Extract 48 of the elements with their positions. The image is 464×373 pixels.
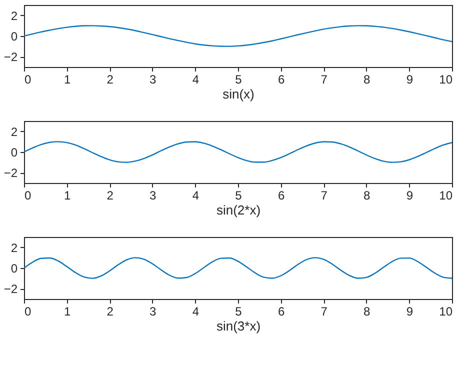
- x-tick-label: 0: [24, 304, 32, 318]
- x-tick-label: 0: [24, 72, 32, 86]
- line-series: [24, 25, 452, 47]
- x-tick-label: 5: [235, 72, 242, 86]
- x-tick-label: 6: [278, 304, 285, 318]
- x-tick-label: 7: [320, 72, 328, 86]
- x-tick-label: 8: [364, 304, 371, 318]
- x-tick-label: 4: [192, 304, 200, 318]
- x-tick-label: 10: [439, 72, 453, 86]
- x-tick-label: 10: [439, 304, 453, 318]
- x-tick-label: 2: [106, 304, 114, 318]
- x-tick-label: 6: [278, 72, 285, 86]
- y-tick-label: 0: [10, 262, 18, 276]
- line-series: [24, 257, 452, 279]
- x-tick-label: 2: [106, 72, 114, 86]
- x-tick-label: 9: [406, 188, 414, 202]
- line-series: [24, 141, 452, 163]
- x-tick-label: 9: [406, 304, 414, 318]
- y-tick-label: −2: [4, 282, 18, 296]
- x-tick-label: 1: [64, 188, 71, 202]
- x-tick-label: 7: [320, 304, 328, 318]
- x-tick-label: 8: [364, 188, 371, 202]
- x-tick-label: 2: [106, 188, 114, 202]
- x-tick-label: 8: [364, 72, 371, 86]
- x-tick-label: 3: [150, 188, 157, 202]
- x-axis-title: sin(3*x): [216, 318, 261, 334]
- x-tick-label: 1: [64, 72, 71, 86]
- x-tick-label: 10: [439, 188, 453, 202]
- x-tick-label: 5: [235, 304, 242, 318]
- x-tick-label: 7: [320, 188, 328, 202]
- y-tick-label: 2: [10, 240, 18, 255]
- y-tick-label: −2: [4, 166, 18, 180]
- x-tick-label: 1: [64, 304, 71, 318]
- y-tick-label: −2: [4, 50, 18, 64]
- x-tick-label: 9: [406, 72, 414, 86]
- x-tick-label: 3: [150, 72, 157, 86]
- y-tick-label: 2: [10, 124, 18, 139]
- x-axis-title: sin(x): [222, 86, 254, 102]
- x-tick-label: 3: [150, 304, 157, 318]
- y-tick-label: 0: [10, 30, 18, 44]
- x-tick-label: 6: [278, 188, 285, 202]
- x-tick-label: 4: [192, 188, 200, 202]
- x-axis-title: sin(2*x): [216, 202, 261, 218]
- x-tick-label: 0: [24, 188, 32, 202]
- x-tick-label: 5: [235, 188, 242, 202]
- y-tick-label: 0: [10, 146, 18, 160]
- y-tick-label: 2: [10, 8, 18, 23]
- x-tick-label: 4: [192, 72, 200, 86]
